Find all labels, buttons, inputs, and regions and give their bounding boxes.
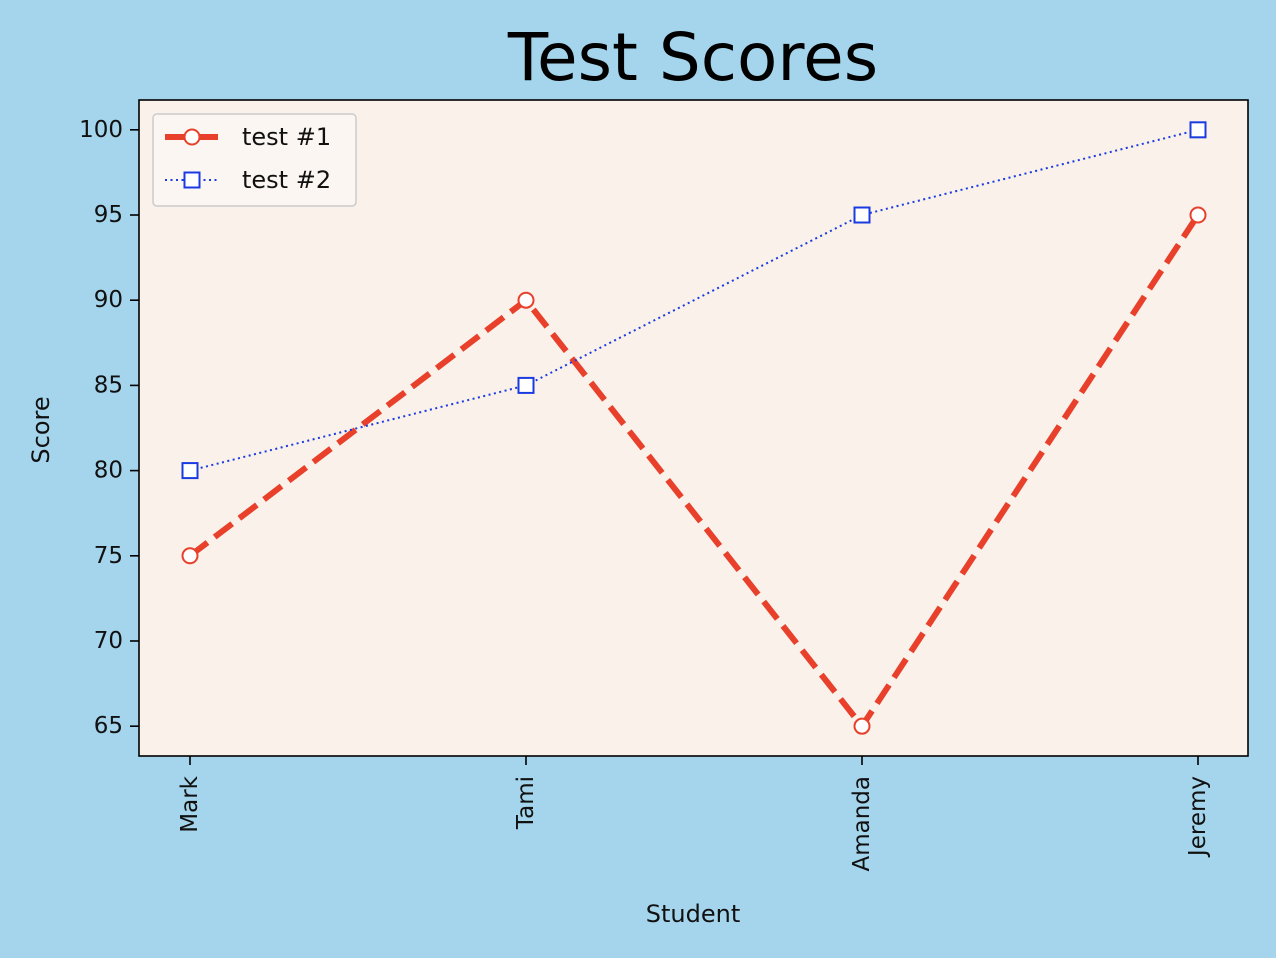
x-tick-label-jeremy: Jeremy bbox=[1185, 776, 1211, 858]
point-test-2-jeremy bbox=[1189, 121, 1207, 139]
x-tick-label-tami: Tami bbox=[513, 776, 539, 830]
legend: test #1 test #2 bbox=[152, 113, 357, 207]
y-tick-label-85: 85 bbox=[94, 372, 123, 398]
x-axis-ticks: Mark Tami Amanda Jeremy bbox=[177, 756, 1211, 872]
series-test-2 bbox=[181, 121, 1207, 480]
point-test-2-amanda bbox=[853, 206, 871, 224]
y-axis-ticks: 65 70 75 80 85 90 95 100 bbox=[79, 117, 139, 739]
point-test-1-tami bbox=[517, 291, 535, 309]
y-tick-label-80: 80 bbox=[94, 458, 123, 484]
x-axis-label: Student bbox=[646, 900, 740, 928]
y-tick-label-100: 100 bbox=[79, 117, 123, 143]
y-tick-label-70: 70 bbox=[94, 628, 123, 654]
legend-entry-test-2: test #2 bbox=[165, 166, 331, 194]
plot-frame bbox=[138, 99, 1249, 757]
legend-entry-test-1: test #1 bbox=[165, 123, 331, 151]
legend-entries: test #1 test #2 bbox=[165, 123, 331, 194]
point-test-2-tami bbox=[517, 376, 535, 394]
series-line-test-1 bbox=[188, 213, 1201, 730]
series-line-test-2 bbox=[189, 128, 1199, 472]
y-tick-label-90: 90 bbox=[94, 287, 123, 313]
y-tick-label-95: 95 bbox=[94, 202, 123, 228]
x-tick-label-mark: Mark bbox=[177, 775, 203, 832]
chart-title: Test Scores bbox=[507, 19, 878, 96]
legend-marker-test-2 bbox=[183, 171, 201, 189]
legend-label-test-1: test #1 bbox=[242, 123, 331, 151]
y-tick-label-65: 65 bbox=[94, 713, 123, 739]
series-test-1 bbox=[181, 206, 1207, 735]
point-test-1-amanda bbox=[853, 717, 871, 735]
y-axis-label: Score bbox=[27, 396, 55, 463]
legend-marker-test-1 bbox=[183, 128, 201, 146]
plot-area bbox=[139, 100, 1248, 756]
x-tick-label-amanda: Amanda bbox=[849, 776, 875, 872]
series-layer bbox=[181, 121, 1207, 735]
point-test-1-jeremy bbox=[1189, 206, 1207, 224]
point-test-2-mark bbox=[181, 462, 199, 480]
legend-label-test-2: test #2 bbox=[242, 166, 331, 194]
point-test-1-mark bbox=[181, 547, 199, 565]
y-tick-label-75: 75 bbox=[94, 543, 123, 569]
